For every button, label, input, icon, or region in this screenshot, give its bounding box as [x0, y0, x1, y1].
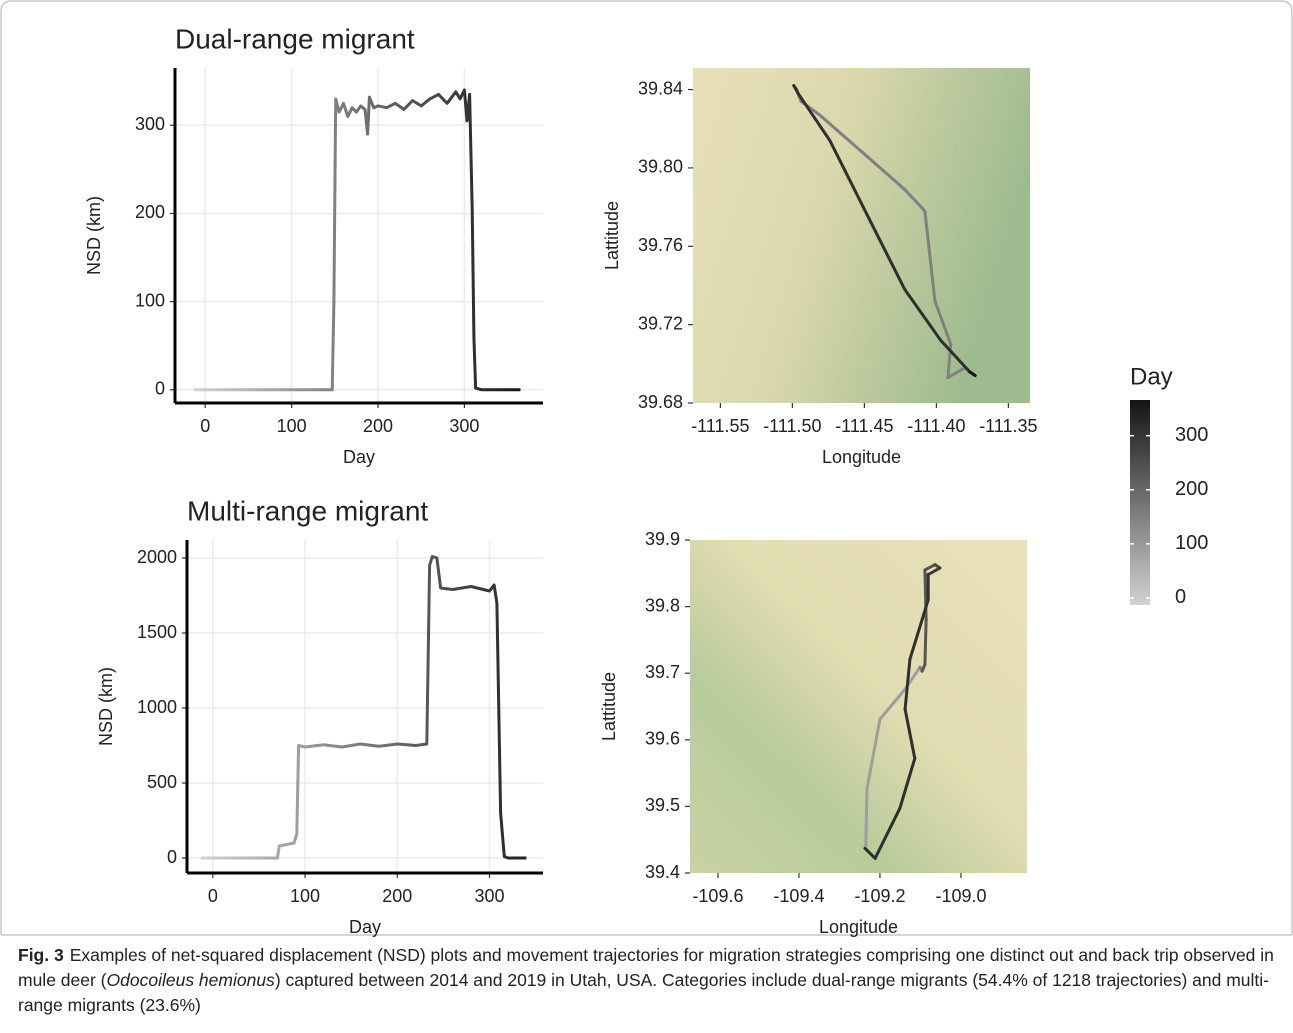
y-tick-label: 1000 [137, 697, 177, 717]
y-tick-label: 39.5 [645, 795, 680, 815]
y-tick-label: 39.8 [645, 595, 680, 615]
y-tick-label: 200 [135, 202, 165, 222]
caption-species: Odocoileus hemionus [107, 970, 275, 990]
y-tick-label: 39.6 [645, 729, 680, 749]
x-axis-title: Day [343, 447, 375, 467]
x-tick-label: -109.2 [854, 886, 905, 906]
y-tick-label: 39.4 [645, 862, 680, 882]
track-segment [925, 619, 926, 664]
y-tick-label: 39.9 [645, 529, 680, 549]
x-tick-label: 100 [290, 886, 320, 906]
panel-title: Multi-range migrant [187, 495, 428, 526]
y-axis-title: NSD (km) [96, 667, 116, 746]
panel-title: Dual-range migrant [175, 23, 415, 54]
x-tick-label: -111.45 [835, 416, 893, 436]
x-tick-label: -109.0 [935, 886, 986, 906]
y-tick-label: 1500 [137, 622, 177, 642]
x-tick-label: 300 [449, 416, 479, 436]
y-tick-label: 39.80 [638, 157, 683, 177]
colorbar [1130, 400, 1150, 605]
y-tick-label: 500 [147, 772, 177, 792]
map-background [690, 540, 1027, 873]
map-background [693, 68, 1030, 403]
y-tick-label: 0 [155, 379, 165, 399]
x-tick-label: 100 [277, 416, 307, 436]
x-tick-label: -111.55 [691, 416, 749, 436]
y-tick-label: 39.76 [638, 235, 683, 255]
y-axis-title: NSD (km) [84, 196, 104, 275]
y-tick-label: 39.7 [645, 662, 680, 682]
y-tick-label: 300 [135, 114, 165, 134]
x-axis-title: Longitude [822, 447, 901, 467]
caption-label: Fig. 3 [18, 945, 64, 965]
y-tick-label: 39.72 [638, 313, 683, 333]
colorbar-label: 200 [1175, 478, 1208, 500]
x-tick-label: 300 [474, 886, 504, 906]
colorbar-title: Day [1130, 363, 1173, 390]
y-axis-title: Lattitude [602, 201, 622, 270]
x-axis-title: Longitude [819, 917, 898, 937]
figure: 0 100 200 300 0 100 200 300 Dual-range migrant Da… [0, 0, 1293, 1033]
colorbar-label: 300 [1175, 424, 1208, 446]
x-tick-label: -109.6 [692, 886, 743, 906]
y-tick-label: 39.68 [638, 392, 683, 412]
colorbar-label: 100 [1175, 532, 1208, 554]
y-tick-label: 2000 [137, 547, 177, 567]
x-tick-label: 0 [200, 416, 210, 436]
y-tick-label: 39.84 [638, 78, 683, 98]
colorbar-label: 0 [1175, 586, 1186, 608]
x-tick-label: 200 [363, 416, 393, 436]
y-tick-label: 100 [135, 290, 165, 310]
x-tick-label: -111.40 [907, 416, 965, 436]
x-tick-label: 0 [208, 886, 218, 906]
x-tick-label: -111.50 [763, 416, 821, 436]
y-tick-label: 0 [167, 847, 177, 867]
x-tick-label: 200 [382, 886, 412, 906]
x-tick-label: -109.4 [773, 886, 824, 906]
page: {"chart_data": [ {"type": "line", "title… [0, 0, 1293, 1033]
track-segment [866, 788, 867, 846]
nsd-line [194, 90, 521, 390]
x-axis-title: Day [349, 917, 381, 937]
x-tick-label: -111.35 [979, 416, 1037, 436]
y-axis-title: Lattitude [599, 672, 619, 741]
